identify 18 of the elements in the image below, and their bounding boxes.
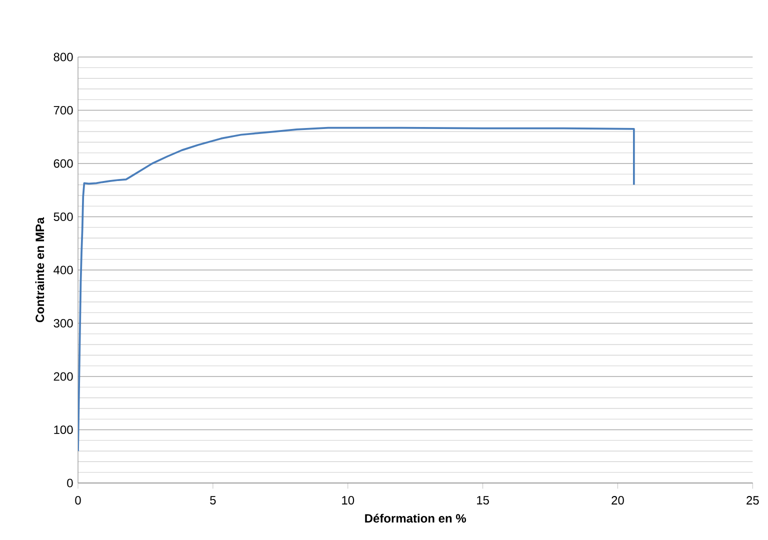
y-tick-label: 300 xyxy=(54,318,73,328)
y-tick-label: 0 xyxy=(67,478,73,488)
x-tick-label: 5 xyxy=(210,496,216,504)
y-axis-title: Contrainte en MPa xyxy=(35,217,44,322)
y-tick-label: 800 xyxy=(54,52,73,62)
x-tick-label: 0 xyxy=(75,496,81,505)
y-tick-label: 400 xyxy=(54,266,73,274)
y-tick-label: 700 xyxy=(54,106,73,115)
x-axis-title: Déformation en % xyxy=(365,514,466,523)
x-tick-label: 10 xyxy=(342,496,354,505)
x-tick-label: 20 xyxy=(612,496,624,505)
x-tick-label: 15 xyxy=(477,496,489,504)
x-tick-label: 25 xyxy=(746,496,759,505)
y-tick-label: 600 xyxy=(54,159,73,168)
y-tick-label: 500 xyxy=(54,212,73,222)
y-tick-label: 200 xyxy=(54,372,73,381)
line-series xyxy=(78,126,635,452)
y-tick-label: 100 xyxy=(54,425,73,434)
